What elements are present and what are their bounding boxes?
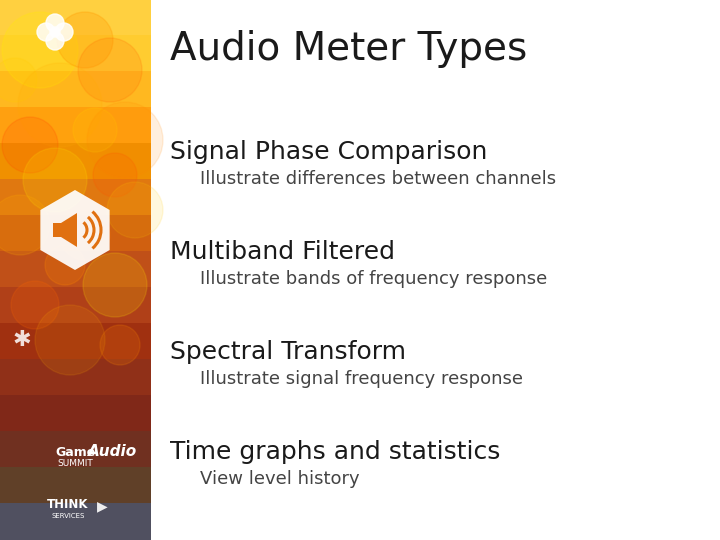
Bar (53, 223, 61, 237)
Bar (0, 251, 151, 288)
Circle shape (57, 12, 113, 68)
Bar (0, 323, 151, 360)
Bar (0, 0, 151, 36)
Circle shape (93, 153, 137, 197)
Circle shape (0, 58, 37, 102)
Text: ▶: ▶ (96, 499, 107, 513)
Circle shape (11, 281, 59, 329)
Text: View level history: View level history (200, 470, 359, 488)
Circle shape (73, 108, 117, 152)
Text: SUMMIT: SUMMIT (57, 460, 93, 469)
Bar (0, 431, 151, 468)
Text: Game: Game (55, 446, 95, 458)
Circle shape (46, 14, 64, 32)
Circle shape (45, 245, 85, 285)
Text: Signal Phase Comparison: Signal Phase Comparison (170, 140, 487, 164)
Circle shape (37, 23, 55, 41)
Circle shape (35, 305, 105, 375)
Bar (0, 287, 151, 324)
Bar (0, 107, 151, 144)
Bar (0, 503, 151, 540)
Circle shape (46, 32, 64, 50)
Bar (0, 359, 151, 396)
Polygon shape (61, 213, 77, 247)
Text: Time graphs and statistics: Time graphs and statistics (170, 440, 500, 464)
Circle shape (23, 148, 87, 212)
Text: Audio Meter Types: Audio Meter Types (170, 30, 527, 68)
Text: Illustrate bands of frequency response: Illustrate bands of frequency response (200, 270, 547, 288)
Text: Illustrate signal frequency response: Illustrate signal frequency response (200, 370, 523, 388)
Bar (0, 35, 151, 72)
Circle shape (78, 38, 142, 102)
Bar (0, 71, 151, 108)
Circle shape (107, 182, 163, 238)
Circle shape (100, 325, 140, 365)
Circle shape (18, 63, 102, 147)
Text: Spectral Transform: Spectral Transform (170, 340, 406, 364)
Polygon shape (40, 190, 109, 270)
Circle shape (50, 27, 60, 37)
Text: ✱: ✱ (13, 330, 31, 350)
Text: THINK: THINK (48, 498, 89, 511)
Circle shape (83, 253, 147, 317)
Text: Audio: Audio (88, 444, 138, 460)
Bar (0, 179, 151, 216)
Text: SERVICES: SERVICES (51, 513, 85, 519)
Bar (0, 143, 151, 180)
Bar (0, 215, 151, 252)
Circle shape (60, 210, 110, 260)
Circle shape (2, 12, 78, 88)
Circle shape (2, 117, 58, 173)
Circle shape (87, 102, 163, 178)
Text: Illustrate differences between channels: Illustrate differences between channels (200, 170, 556, 188)
Bar (0, 467, 151, 504)
Bar (0, 395, 151, 432)
Circle shape (0, 195, 50, 255)
Text: Multiband Filtered: Multiband Filtered (170, 240, 395, 264)
Circle shape (55, 23, 73, 41)
